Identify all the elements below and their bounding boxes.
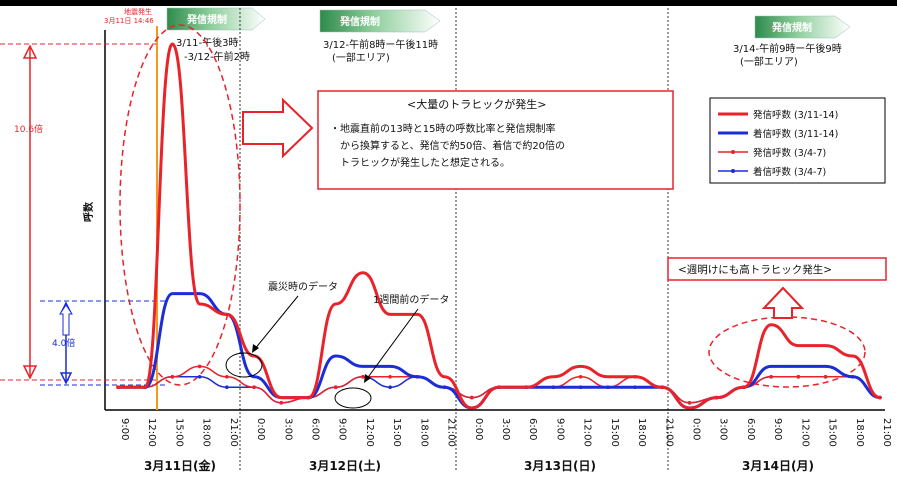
series-3-point: [796, 375, 801, 379]
ratio-top-label: 10.6倍: [14, 123, 43, 135]
plot-area: [116, 42, 882, 410]
banner-3-detail-2: (一部エリア): [740, 55, 798, 68]
series-3-point: [769, 375, 773, 379]
series-3-point: [469, 395, 474, 400]
x-tick-label: 12:00: [146, 418, 157, 447]
x-tick-label: 18:00: [636, 418, 647, 447]
x-tick-label: 6:00: [310, 418, 321, 440]
series-3-point: [225, 375, 229, 379]
highlight-ellipse-quake: [119, 24, 241, 386]
x-tick-label: 18:00: [418, 418, 429, 447]
x-tick-label: 0:00: [255, 418, 266, 440]
x-tick-label: 0:00: [691, 418, 702, 440]
series-4-point: [197, 375, 202, 379]
monday-callout: <週明けにも高トラヒック発生>: [667, 257, 887, 281]
x-tick-label: 12:00: [799, 418, 810, 447]
day-label: 3月13日(日): [524, 459, 596, 473]
series-line-1: [118, 42, 881, 410]
arrow-right-icon: [242, 97, 314, 159]
x-tick-label: 9:00: [554, 418, 565, 440]
day-label: 3月12日(土): [309, 458, 381, 473]
banner-1: 発信規制 3/11-午後3時 -3/12-午前2時: [166, 7, 266, 63]
x-tick-label: 21:00: [446, 418, 457, 447]
series-3-point: [687, 401, 692, 405]
banner-2: 発信規制 3/12-午前8時ー午後11時 (一部エリア): [319, 9, 441, 64]
y-axis-label: 呼数: [82, 201, 95, 222]
x-tick-label: 12:00: [582, 418, 593, 447]
x-tick-label: 18:00: [201, 418, 212, 447]
x-tick-label: 0:00: [473, 418, 484, 440]
traffic-callout: <大量のトラヒックが発生> ・地震直前の13時と15時の呼数比率と発信規制率 か…: [317, 90, 674, 190]
x-tick-label: 21:00: [881, 418, 892, 447]
banner-3-detail-1: 3/14-午前9時ー午後9時: [733, 42, 842, 55]
x-tick-label: 12:00: [364, 418, 375, 447]
x-tick-label: 9:00: [337, 418, 348, 440]
series-3-point: [333, 385, 338, 390]
banner-1-title: 発信規制: [186, 13, 227, 26]
top-bar: [0, 0, 897, 6]
series-3-point: [197, 364, 202, 369]
banner-2-title: 発信規制: [339, 15, 380, 28]
day-label: 3月14日(月): [742, 459, 814, 473]
series-3-point: [279, 401, 284, 405]
x-tick-label: 21:00: [228, 418, 239, 447]
day-separators: [239, 8, 669, 470]
traffic-callout-line-3: トラヒックが発生したと想定される。: [340, 156, 510, 169]
ratio-markers: 10.6倍 4.0倍: [0, 43, 165, 386]
banner-3: 発信規制 3/14-午前9時ー午後9時 (一部エリア): [733, 15, 851, 68]
banner-3-title: 発信規制: [771, 21, 812, 34]
series-line-4: [118, 376, 881, 404]
series-3-point: [823, 375, 828, 379]
series-3-point: [252, 385, 256, 390]
day-label: 3月11日(金): [144, 458, 216, 473]
annotation-quake-data: 震災時のデータ: [268, 280, 338, 293]
x-tick-label: 9:00: [119, 418, 130, 440]
x-tick-label: 3:00: [500, 418, 511, 440]
day-labels: 3月11日(金) 3月12日(土) 3月13日(日) 3月14日(月): [144, 458, 814, 473]
legend-label: 着信呼数 (3/4-7): [753, 166, 826, 178]
quake-label-2: 3月11日 14:46: [104, 17, 154, 25]
x-tick-label: 18:00: [854, 418, 865, 447]
ratio-bottom-label: 4.0倍: [52, 337, 75, 349]
series-4-point: [225, 385, 229, 390]
x-tick-labels: 9:00 12:00 15:00 18:00 21:00 0:00 3:00 6:00 9:00…: [119, 418, 892, 447]
legend-marker: [731, 150, 735, 154]
banner-2-detail-2: (一部エリア): [332, 51, 390, 64]
banner-1-detail-2: -3/12-午前2時: [184, 50, 250, 63]
series-3-point: [170, 375, 175, 379]
series-line-3: [118, 365, 881, 404]
x-tick-label: 15:00: [609, 418, 620, 447]
banner-2-detail-1: 3/12-午前8時ー午後11時: [323, 38, 438, 51]
x-tick-label: 3:00: [282, 418, 293, 440]
series-3-point: [578, 375, 583, 379]
x-tick-label: 21:00: [663, 418, 674, 447]
x-tick-label: 9:00: [772, 418, 783, 440]
series-4-point: [388, 385, 392, 390]
traffic-callout-line-2: から換算すると、発信で約50倍、着信で約20倍の: [340, 139, 565, 152]
x-tick-label: 3:00: [718, 418, 729, 440]
series-3-point: [361, 375, 365, 379]
series-line-2: [118, 292, 881, 410]
x-tick-label: 15:00: [173, 418, 184, 447]
x-tick-label: 15:00: [827, 418, 838, 447]
x-tick-label: 15:00: [391, 418, 402, 447]
series-3-point: [388, 375, 392, 379]
x-tick-label: 6:00: [527, 418, 538, 440]
traffic-callout-title: <大量のトラヒックが発生>: [407, 97, 546, 111]
legend-marker: [731, 169, 735, 173]
legend-label: 発信呼数 (3/4-7): [753, 147, 826, 159]
legend-label: 着信呼数 (3/11-14): [753, 128, 838, 140]
legend: 発信呼数 (3/11-14) 着信呼数 (3/11-14) 発信呼数 (3/4-7)…: [709, 97, 886, 184]
annotations: 震災時のデータ 1週間前のデータ: [225, 280, 449, 409]
legend-label: 発信呼数 (3/11-14): [753, 109, 838, 121]
arrow-up-icon: [761, 286, 805, 319]
traffic-callout-line-1: ・地震直前の13時と15時の呼数比率と発信規制率: [330, 122, 555, 135]
banner-1-detail-1: 3/11-午後3時: [176, 36, 238, 49]
annotation-week-data: 1週間前のデータ: [373, 293, 449, 306]
quake-label-1: 地震発生: [124, 7, 152, 16]
x-tick-label: 6:00: [745, 418, 756, 440]
monday-callout-text: <週明けにも高トラヒック発生>: [678, 263, 832, 276]
